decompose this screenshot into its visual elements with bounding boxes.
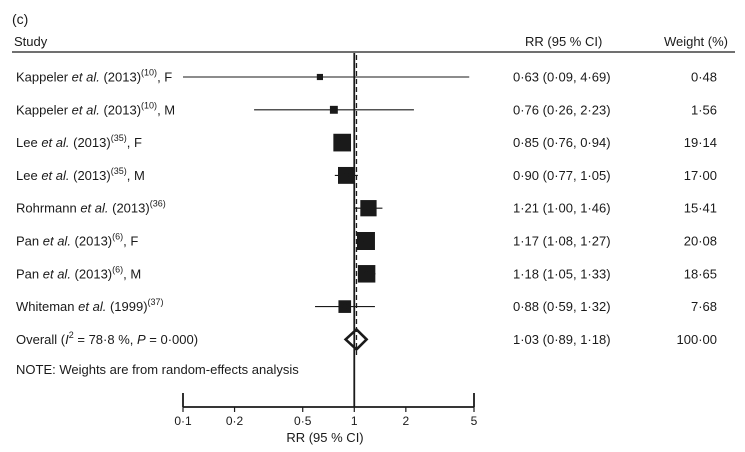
weight-value: 20·08 xyxy=(684,234,717,249)
x-tick-label: 0·1 xyxy=(174,414,192,428)
weight-value: 18·65 xyxy=(684,266,717,281)
study-year: (2013) xyxy=(100,70,141,85)
study-year: (1999) xyxy=(106,299,147,314)
study-author: Lee xyxy=(16,135,41,150)
study-reference: (35) xyxy=(111,133,127,143)
x-tick-label: 5 xyxy=(471,414,478,428)
study-year: (2013) xyxy=(109,201,150,216)
x-axis-label: RR (95 % CI) xyxy=(286,430,363,445)
point-estimate xyxy=(342,304,348,310)
study-author: Pan xyxy=(16,234,43,249)
study-et-al: et al. xyxy=(43,266,71,281)
study-reference: (36) xyxy=(150,199,166,209)
study-sex: , F xyxy=(157,70,172,85)
study-year: (2013) xyxy=(71,266,112,281)
overall-heterogeneity: = 78·8 %, xyxy=(74,332,137,347)
overall-i-letter: I xyxy=(65,332,69,347)
overall-label: Overall (I2 = 78·8 %, P = 0·000) xyxy=(16,330,198,347)
overall-superscript: 2 xyxy=(69,330,74,340)
study-et-al: et al. xyxy=(72,102,100,117)
rr-value: 0·85 (0·76, 0·94) xyxy=(513,135,611,150)
point-estimate xyxy=(339,140,345,146)
rr-value: 1·21 (1·00, 1·46) xyxy=(513,201,611,216)
study-year: (2013) xyxy=(71,234,112,249)
x-tick-label: 0·2 xyxy=(226,414,244,428)
study-author: Whiteman xyxy=(16,299,78,314)
weight-value: 1·56 xyxy=(691,102,717,117)
rr-value: 0·90 (0·77, 1·05) xyxy=(513,168,611,183)
study-year: (2013) xyxy=(100,102,141,117)
study-et-al: et al. xyxy=(72,70,100,85)
study-sex: , F xyxy=(127,135,142,150)
study-author: Rohrmann xyxy=(16,201,80,216)
study-label: Pan et al. (2013)(6), M xyxy=(16,264,141,281)
note-text: NOTE: Weights are from random-effects an… xyxy=(16,362,299,377)
study-rows: Kappeler et al. (2013)(10), F 0·63 (0·09,… xyxy=(16,68,717,352)
study-reference: (6) xyxy=(112,264,123,274)
x-tick-label: 0·5 xyxy=(294,414,312,428)
study-label: Kappeler et al. (2013)(10), M xyxy=(16,100,175,117)
point-estimate xyxy=(343,172,350,178)
study-sex: , M xyxy=(123,266,141,281)
study-year: (2013) xyxy=(70,135,111,150)
overall-prefix: Overall ( xyxy=(16,332,66,347)
study-et-al: et al. xyxy=(41,135,69,150)
study-sex: , M xyxy=(127,168,145,183)
weight-value: 19·14 xyxy=(684,135,717,150)
study-et-al: et al. xyxy=(41,168,69,183)
study-sex: , F xyxy=(123,234,138,249)
overall-rr-value: 1·03 (0·89, 1·18) xyxy=(513,332,611,347)
point-estimate xyxy=(363,271,370,277)
overall-p-letter: P xyxy=(137,332,146,347)
x-axis: 0·1 0·2 0·5 1 2 5 xyxy=(174,393,478,428)
rr-value: 1·17 (1·08, 1·27) xyxy=(513,234,611,249)
study-author: Kappeler xyxy=(16,70,72,85)
study-reference: (35) xyxy=(111,166,127,176)
rr-value: 0·76 (0·26, 2·23) xyxy=(513,102,611,117)
study-reference: (10) xyxy=(141,68,157,78)
weight-value: 0·48 xyxy=(691,70,717,85)
x-tick-label: 2 xyxy=(402,414,409,428)
point-estimate xyxy=(317,74,323,80)
study-label: Kappeler et al. (2013)(10), F xyxy=(16,68,172,85)
study-label: Rohrmann et al. (2013)(36) xyxy=(16,199,166,216)
point-estimate xyxy=(365,205,372,211)
study-et-al: et al. xyxy=(78,299,106,314)
overall-weight-value: 100·00 xyxy=(677,332,717,347)
study-et-al: et al. xyxy=(80,201,108,216)
study-label: Lee et al. (2013)(35), F xyxy=(16,133,142,150)
study-author: Lee xyxy=(16,168,41,183)
study-reference: (6) xyxy=(112,232,123,242)
study-label: Whiteman et al. (1999)(37) xyxy=(16,297,164,314)
study-et-al: et al. xyxy=(43,234,71,249)
weight-value: 7·68 xyxy=(691,299,717,314)
weight-value: 15·41 xyxy=(684,201,717,216)
study-sex: , M xyxy=(157,102,175,117)
x-tick-label: 1 xyxy=(351,414,358,428)
study-reference: (10) xyxy=(141,100,157,110)
weight-column-header: Weight (%) xyxy=(664,34,728,49)
point-estimate xyxy=(331,107,337,113)
overall-p-value: = 0·000) xyxy=(146,332,198,347)
rr-value: 1·18 (1·05, 1·33) xyxy=(513,266,611,281)
rr-value: 0·63 (0·09, 4·69) xyxy=(513,70,611,85)
study-author: Pan xyxy=(16,266,43,281)
point-estimate xyxy=(363,238,369,244)
panel-label: (c) xyxy=(12,11,28,27)
rr-column-header: RR (95 % CI) xyxy=(525,34,602,49)
study-year: (2013) xyxy=(70,168,111,183)
rr-value: 0·88 (0·59, 1·32) xyxy=(513,299,611,314)
study-label: Lee et al. (2013)(35), M xyxy=(16,166,145,183)
weight-value: 17·00 xyxy=(684,168,717,183)
study-label: Pan et al. (2013)(6), F xyxy=(16,232,138,249)
study-column-header: Study xyxy=(14,34,48,49)
study-author: Kappeler xyxy=(16,102,72,117)
study-reference: (37) xyxy=(148,297,164,307)
